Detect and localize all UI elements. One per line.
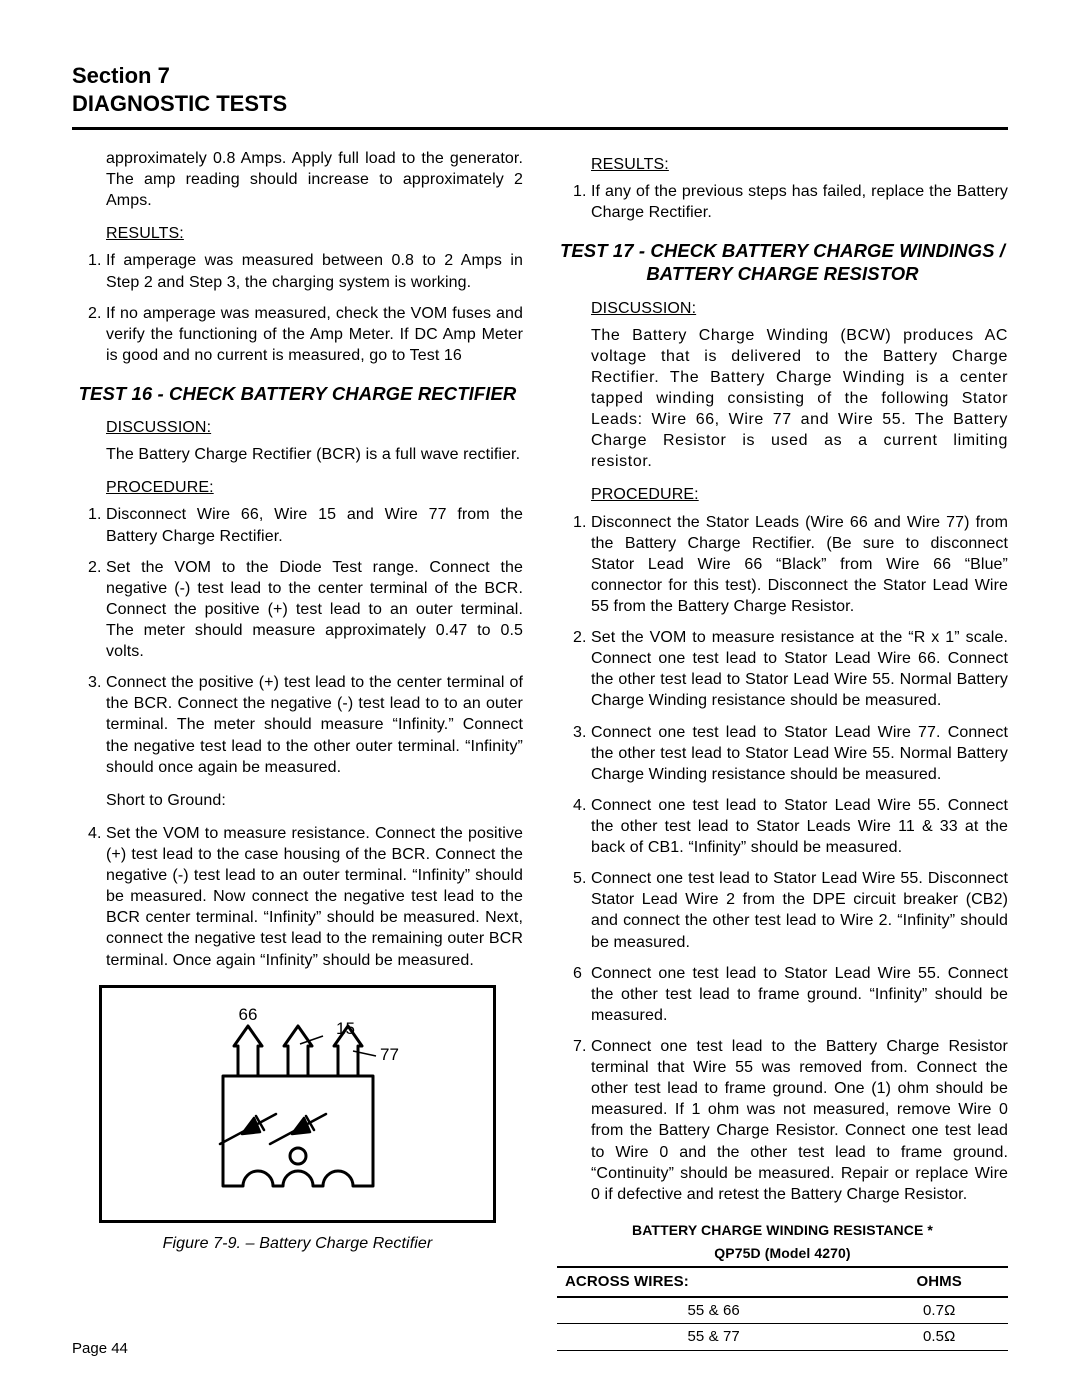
- list-item-text: Connect the positive (+) test lead to th…: [106, 674, 523, 775]
- test16-title: TEST 16 - CHECK BATTERY CHARGE RECTIFIER: [72, 382, 523, 405]
- results-heading: RESULTS:: [557, 154, 1008, 175]
- resistance-table: BATTERY CHARGE WINDING RESISTANCE * QP75…: [557, 1221, 1008, 1351]
- intro-paragraph: approximately 0.8 Amps. Apply full load …: [72, 148, 523, 211]
- table-cell-ohms: 0.5Ω: [870, 1324, 1008, 1351]
- list-item-text: Set the VOM to measure resistance at the…: [591, 629, 1008, 709]
- results-heading: RESULTS:: [72, 223, 523, 244]
- list-item-text: Connect one test lead to Stator Lead Wir…: [591, 965, 1008, 1024]
- discussion-text: The Battery Charge Rectifier (BCR) is a …: [72, 444, 523, 465]
- table-subtitle: QP75D (Model 4270): [557, 1241, 1008, 1266]
- procedure-heading: PROCEDURE:: [557, 484, 1008, 505]
- discussion-text: The Battery Charge Winding (BCW) produce…: [557, 325, 1008, 473]
- columns: approximately 0.8 Amps. Apply full load …: [72, 148, 1008, 1351]
- list-item: 7.Connect one test lead to the Battery C…: [591, 1036, 1008, 1205]
- table-col-ohms: OHMS: [870, 1267, 1008, 1297]
- list-item-text: Connect one test lead to Stator Lead Wir…: [591, 870, 1008, 950]
- rectifier-diagram-icon: 66 15 77: [168, 1006, 428, 1206]
- figure-caption: Figure 7-9. – Battery Charge Rectifier: [72, 1233, 523, 1254]
- list-item: 1.If amperage was measured between 0.8 t…: [106, 250, 523, 292]
- list-item: 1.Disconnect Wire 66, Wire 15 and Wire 7…: [106, 504, 523, 546]
- header-rule: [72, 127, 1008, 130]
- list-item: 5.Connect one test lead to Stator Lead W…: [591, 868, 1008, 952]
- page: Section 7 DIAGNOSTIC TESTS approximately…: [0, 0, 1080, 1397]
- list-item: 3.Connect one test lead to Stator Lead W…: [591, 722, 1008, 785]
- list-item-text: Connect one test lead to the Battery Cha…: [591, 1038, 1008, 1203]
- results-list: 1.If amperage was measured between 0.8 t…: [72, 250, 523, 366]
- short-to-ground-label: Short to Ground:: [72, 790, 523, 811]
- list-item: 2.Set the VOM to the Diode Test range. C…: [106, 557, 523, 663]
- list-item: 1.If any of the previous steps has faile…: [591, 181, 1008, 223]
- left-column: approximately 0.8 Amps. Apply full load …: [72, 148, 523, 1351]
- list-item: 4.Connect one test lead to Stator Lead W…: [591, 795, 1008, 858]
- list-item-text: Set the VOM to the Diode Test range. Con…: [106, 559, 523, 660]
- section-header: Section 7 DIAGNOSTIC TESTS: [72, 62, 1008, 117]
- list-item-text: If amperage was measured between 0.8 to …: [106, 252, 523, 290]
- section-number: Section 7: [72, 62, 1008, 90]
- list-item: 3.Connect the positive (+) test lead to …: [106, 672, 523, 778]
- list-item: 6Connect one test lead to Stator Lead Wi…: [591, 963, 1008, 1026]
- list-item-text: Disconnect Wire 66, Wire 15 and Wire 77 …: [106, 506, 523, 544]
- list-item-text: Disconnect the Stator Leads (Wire 66 and…: [591, 514, 1008, 615]
- table-row: 55 & 77 0.5Ω: [557, 1324, 1008, 1351]
- results-list: 1.If any of the previous steps has faile…: [557, 181, 1008, 223]
- discussion-heading: DISCUSSION:: [557, 298, 1008, 319]
- figure-label-15: 15: [336, 1019, 355, 1038]
- table-cell-wires: 55 & 77: [557, 1324, 870, 1351]
- list-item: 1.Disconnect the Stator Leads (Wire 66 a…: [591, 512, 1008, 618]
- list-item: 2.Set the VOM to measure resistance at t…: [591, 627, 1008, 711]
- list-item-text: If any of the previous steps has failed,…: [591, 183, 1008, 221]
- figure-7-9: 66 15 77: [99, 985, 496, 1223]
- table-row: 55 & 66 0.7Ω: [557, 1297, 1008, 1324]
- discussion-heading: DISCUSSION:: [72, 417, 523, 438]
- list-item: 4.Set the VOM to measure resistance. Con…: [106, 823, 523, 971]
- table-cell-ohms: 0.7Ω: [870, 1297, 1008, 1324]
- list-item: 2.If no amperage was measured, check the…: [106, 303, 523, 366]
- table-cell-wires: 55 & 66: [557, 1297, 870, 1324]
- list-item-text: Connect one test lead to Stator Lead Wir…: [591, 797, 1008, 856]
- section-title: DIAGNOSTIC TESTS: [72, 90, 1008, 118]
- list-item-text: If no amperage was measured, check the V…: [106, 305, 523, 364]
- table-title: BATTERY CHARGE WINDING RESISTANCE *: [557, 1221, 1008, 1241]
- procedure-list: 1.Disconnect Wire 66, Wire 15 and Wire 7…: [72, 504, 523, 777]
- list-item-text: Connect one test lead to Stator Lead Wir…: [591, 724, 1008, 783]
- page-number: Page 44: [72, 1340, 128, 1357]
- test17-title: TEST 17 - CHECK BATTERY CHARGE WINDINGS …: [557, 239, 1008, 285]
- table-col-wires: ACROSS WIRES:: [557, 1267, 870, 1297]
- figure-label-77: 77: [380, 1045, 399, 1064]
- table-header-row: ACROSS WIRES: OHMS: [557, 1267, 1008, 1297]
- right-column: RESULTS: 1.If any of the previous steps …: [557, 148, 1008, 1351]
- list-item-text: Set the VOM to measure resistance. Conne…: [106, 825, 523, 969]
- procedure-list-cont: 4.Set the VOM to measure resistance. Con…: [72, 823, 523, 971]
- procedure-list: 1.Disconnect the Stator Leads (Wire 66 a…: [557, 512, 1008, 1205]
- procedure-heading: PROCEDURE:: [72, 477, 523, 498]
- figure-label-66: 66: [238, 1006, 257, 1024]
